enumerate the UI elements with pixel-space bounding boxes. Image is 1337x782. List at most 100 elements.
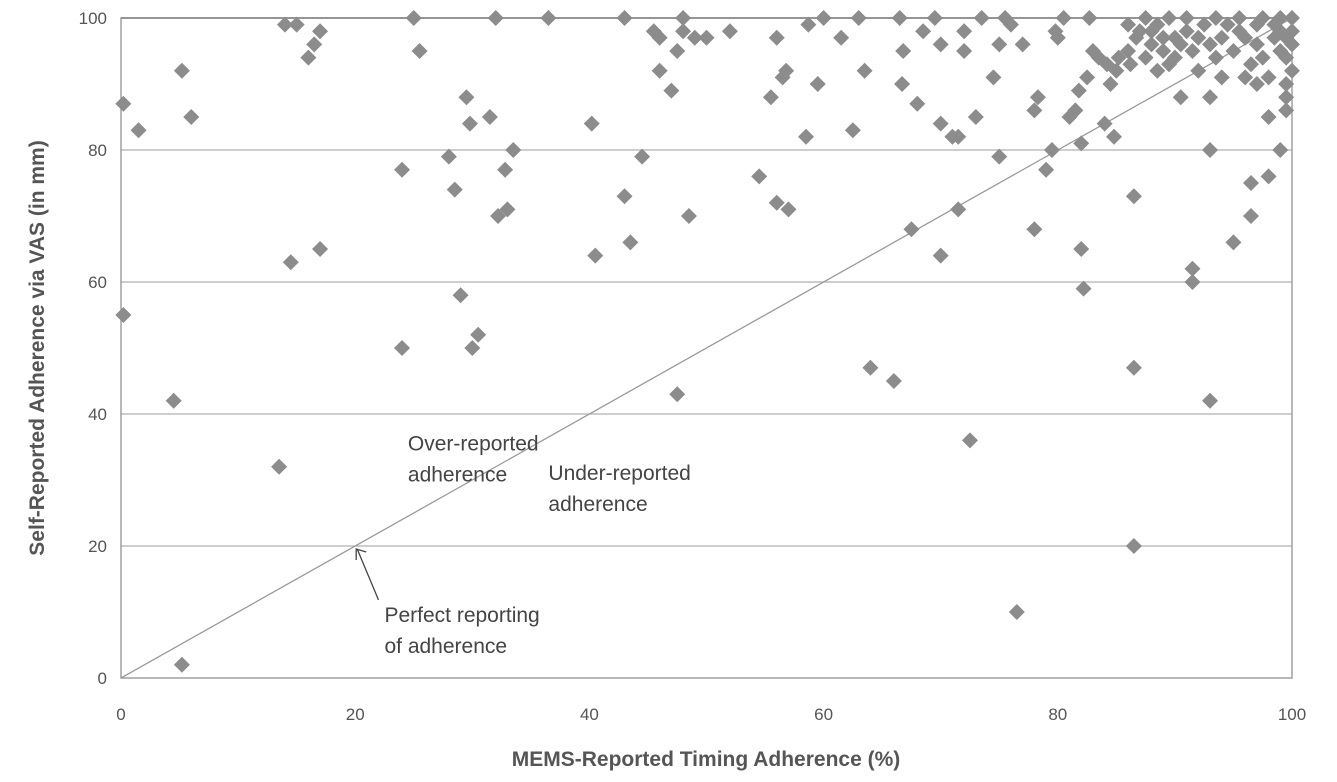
data-point bbox=[458, 89, 475, 106]
data-point bbox=[481, 109, 498, 125]
data-point bbox=[768, 29, 785, 46]
data-point bbox=[1108, 62, 1125, 79]
data-point bbox=[1196, 16, 1213, 33]
data-point bbox=[1254, 49, 1271, 66]
data-point bbox=[932, 247, 949, 264]
data-point bbox=[1231, 10, 1248, 26]
data-point bbox=[312, 241, 329, 257]
data-point bbox=[1243, 208, 1260, 224]
data-point bbox=[306, 36, 323, 53]
data-point bbox=[651, 29, 668, 46]
data-point bbox=[926, 10, 943, 26]
data-point bbox=[1014, 36, 1031, 53]
data-point bbox=[1043, 142, 1060, 158]
data-point bbox=[903, 221, 920, 238]
data-point bbox=[856, 62, 873, 79]
data-point bbox=[1237, 69, 1254, 86]
data-point bbox=[850, 10, 867, 26]
data-point bbox=[1081, 10, 1098, 26]
data-point bbox=[891, 10, 908, 26]
data-point bbox=[1278, 89, 1295, 106]
x-axis-ticks: 0 20 40 60 80 100 bbox=[116, 705, 1306, 724]
data-point bbox=[1172, 89, 1189, 106]
y-tick-label: 60 bbox=[88, 273, 107, 292]
data-point bbox=[616, 10, 633, 26]
data-point bbox=[669, 386, 686, 403]
data-point bbox=[909, 95, 926, 112]
data-point bbox=[1166, 49, 1183, 66]
data-point bbox=[115, 307, 132, 323]
annotation-text: adherence bbox=[408, 463, 507, 486]
data-point bbox=[1073, 135, 1090, 152]
data-point bbox=[464, 340, 481, 356]
data-point bbox=[540, 10, 557, 26]
y-tick-label: 80 bbox=[88, 141, 107, 160]
data-point bbox=[950, 128, 967, 145]
data-point bbox=[675, 10, 692, 26]
data-point bbox=[165, 392, 182, 409]
data-point bbox=[1278, 76, 1295, 92]
data-point bbox=[809, 76, 826, 92]
data-point bbox=[1131, 23, 1148, 40]
data-point bbox=[1260, 69, 1277, 86]
data-point bbox=[698, 29, 715, 46]
x-tick-label: 100 bbox=[1278, 705, 1306, 724]
annotation-text: Over-reported bbox=[408, 432, 539, 455]
data-point bbox=[411, 43, 428, 59]
data-point bbox=[1202, 36, 1219, 53]
data-point bbox=[1260, 168, 1277, 185]
data-point bbox=[663, 82, 680, 99]
data-point bbox=[1202, 142, 1219, 158]
data-point bbox=[1079, 69, 1096, 86]
data-point bbox=[622, 234, 639, 251]
data-point bbox=[1161, 10, 1178, 26]
gridlines bbox=[121, 17, 1292, 547]
data-point bbox=[282, 254, 299, 271]
annotation-text: of adherence bbox=[384, 635, 507, 658]
data-point bbox=[1008, 604, 1025, 620]
data-point bbox=[1243, 56, 1260, 73]
data-point bbox=[932, 36, 949, 53]
data-point bbox=[1070, 82, 1087, 99]
data-point bbox=[115, 95, 132, 112]
data-point bbox=[271, 458, 288, 475]
x-tick-label: 80 bbox=[1048, 705, 1067, 724]
data-point bbox=[800, 16, 817, 33]
data-point bbox=[394, 161, 411, 178]
data-point bbox=[499, 201, 516, 218]
data-point bbox=[1248, 36, 1265, 53]
data-point bbox=[1284, 36, 1300, 53]
data-point bbox=[895, 43, 912, 59]
data-point bbox=[1284, 23, 1300, 40]
data-point bbox=[721, 23, 738, 40]
data-point bbox=[1243, 175, 1260, 191]
data-point bbox=[894, 76, 911, 92]
data-point bbox=[173, 656, 190, 673]
data-point bbox=[1125, 538, 1142, 554]
data-point bbox=[973, 10, 990, 26]
data-point bbox=[885, 373, 902, 389]
annotation-text: adherence bbox=[548, 493, 647, 516]
data-point bbox=[991, 148, 1008, 165]
data-point bbox=[1213, 29, 1230, 46]
data-point bbox=[675, 23, 692, 40]
data-point bbox=[932, 115, 949, 132]
data-point bbox=[1190, 29, 1207, 46]
reference-line bbox=[120, 17, 1293, 679]
data-point bbox=[1278, 49, 1295, 66]
data-point bbox=[985, 69, 1002, 86]
data-point bbox=[1190, 62, 1207, 79]
data-point bbox=[312, 23, 329, 40]
data-point bbox=[815, 10, 832, 26]
data-point bbox=[1284, 62, 1300, 79]
data-point bbox=[587, 247, 604, 264]
data-point bbox=[1207, 10, 1224, 26]
data-point bbox=[452, 287, 469, 304]
data-point bbox=[956, 23, 973, 40]
x-tick-label: 40 bbox=[580, 705, 599, 724]
data-point bbox=[1178, 23, 1195, 40]
data-point bbox=[1184, 43, 1201, 59]
data-point bbox=[1207, 49, 1224, 66]
data-point bbox=[1172, 36, 1189, 53]
